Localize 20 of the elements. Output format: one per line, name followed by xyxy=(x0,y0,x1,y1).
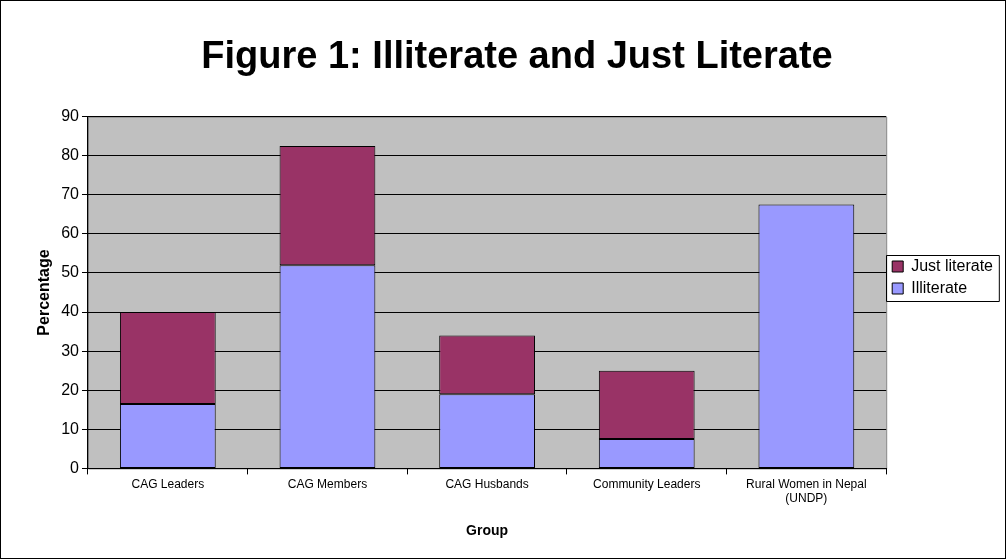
y-axis-title: Percentage xyxy=(35,249,53,336)
x-tick-label: CAG Leaders xyxy=(131,476,205,491)
y-tick-label: 0 xyxy=(70,458,80,476)
y-tick-label: 70 xyxy=(61,185,80,203)
y-tick-label: 60 xyxy=(61,224,80,242)
y-tick-label: 50 xyxy=(61,263,80,281)
y-tick-label: 80 xyxy=(61,146,80,164)
y-tick-label: 90 xyxy=(61,107,80,125)
y-tick-label: 40 xyxy=(61,302,80,320)
y-tick-label: 20 xyxy=(61,380,80,398)
x-tick-label: CAG Members xyxy=(287,476,368,491)
legend-label: Just literate xyxy=(911,256,994,274)
y-tick-label: 10 xyxy=(61,419,80,437)
y-tick-label: 30 xyxy=(61,341,80,359)
x-axis-title: Group xyxy=(466,522,509,539)
chart-title: Figure 1: Illiterate and Just Literate xyxy=(201,34,833,77)
x-tick-label: Community Leaders xyxy=(593,476,701,491)
legend-label: Illiterate xyxy=(911,278,968,296)
x-tick-label: Rural Women in Nepal (UNDP) xyxy=(746,476,867,506)
x-tick-label: CAG Husbands xyxy=(445,476,529,491)
